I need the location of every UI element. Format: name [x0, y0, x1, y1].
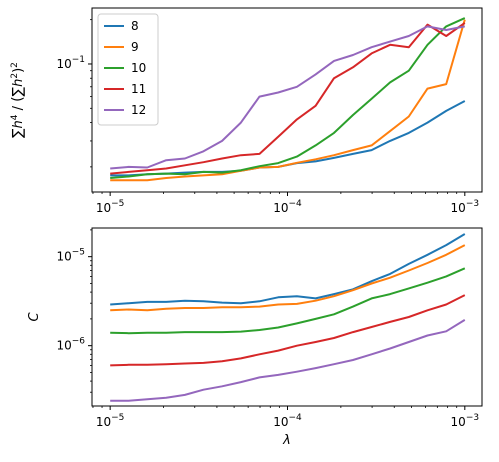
legend-label-11: 11: [131, 82, 146, 96]
plot-frame: [91, 227, 483, 407]
series-line-10: [110, 267, 466, 335]
series-line-9: [110, 244, 466, 312]
x-tick-label: 10−4: [273, 413, 302, 429]
x-tick-label: 10−4: [273, 199, 302, 215]
legend-label-10: 10: [131, 61, 146, 75]
series-line-8: [110, 233, 466, 306]
legend-label-9: 9: [131, 40, 139, 54]
x-tick-label: 10−3: [451, 199, 480, 215]
series-line-12: [110, 25, 465, 170]
series-line-12: [110, 319, 466, 402]
legend: 8 9 10 11 12: [97, 13, 159, 126]
series-line-10: [110, 17, 466, 179]
x-tick-label: 10−3: [451, 413, 480, 429]
x-tick-label: 10−5: [96, 199, 125, 215]
x-tick-label: 10−5: [96, 413, 125, 429]
y-axis-label: C: [27, 312, 42, 322]
series-line-11: [110, 22, 466, 175]
legend-label-8: 8: [131, 19, 139, 33]
legend-box: [97, 13, 159, 126]
y-tick-label: 10−5: [56, 248, 85, 264]
y-tick-label: 10−6: [56, 337, 85, 353]
legend-label-12: 12: [131, 103, 146, 117]
x-axis-label: λ: [282, 433, 291, 448]
series-line-9: [110, 19, 466, 182]
panel-2: 10−5 10−4 10−3 10−5 10−6 Cλ: [27, 227, 483, 448]
y-axis-label: ∑h4 / (∑h2)2: [10, 62, 26, 138]
y-tick-label: 10−1: [56, 55, 85, 71]
series-line-11: [110, 294, 466, 367]
panel-1: 10−5 10−4 10−3 10−1 ∑h4 / (∑h2)2 8 9 10 11 12: [10, 7, 483, 215]
